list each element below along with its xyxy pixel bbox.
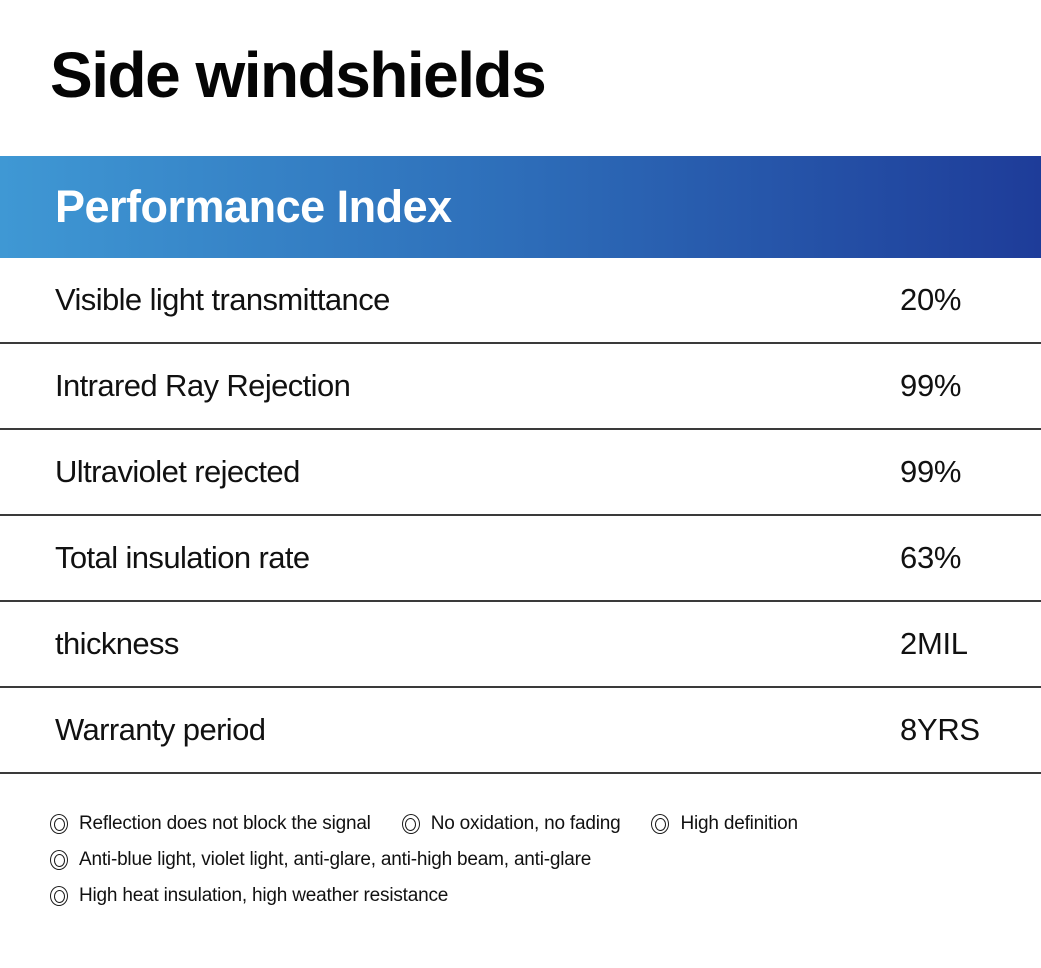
table-row: Ultraviolet rejected 99% [0, 430, 1041, 517]
spec-value: 2MIL [900, 626, 968, 662]
table-row: Intrared Ray Rejection 99% [0, 344, 1041, 431]
feature-line: Anti-blue light, violet light, anti-glar… [50, 842, 1041, 878]
feature-text: High definition [680, 813, 798, 835]
feature-item: No oxidation, no fading [401, 813, 621, 835]
spec-label: Ultraviolet rejected [55, 454, 300, 490]
bullseye-icon [50, 814, 68, 835]
performance-index-banner: Performance Index [0, 156, 1041, 259]
bullseye-icon [50, 886, 68, 907]
spec-value: 99% [900, 368, 962, 404]
feature-text: Reflection does not block the signal [79, 813, 371, 835]
feature-item: Reflection does not block the signal [50, 813, 371, 835]
spec-label: Warranty period [55, 712, 266, 748]
table-row: Visible light transmittance 20% [0, 258, 1041, 345]
feature-notes: Reflection does not block the signal No … [0, 806, 1041, 914]
bullseye-icon [401, 814, 420, 835]
spec-label: thickness [55, 626, 179, 662]
bullseye-icon [50, 850, 68, 871]
feature-line: High heat insulation, high weather resis… [50, 878, 1041, 914]
feature-line: Reflection does not block the signal No … [50, 806, 1041, 842]
feature-text: High heat insulation, high weather resis… [79, 885, 449, 907]
spec-label: Visible light transmittance [55, 282, 390, 318]
table-row: Warranty period 8YRS [0, 688, 1041, 775]
banner-title: Performance Index [55, 181, 452, 233]
feature-item: Anti-blue light, violet light, anti-glar… [50, 849, 591, 871]
spec-label: Intrared Ray Rejection [55, 368, 351, 404]
bullseye-icon [651, 814, 670, 835]
table-row: Total insulation rate 63% [0, 516, 1041, 603]
page-title: Side windshields [50, 39, 547, 111]
table-row: thickness 2MIL [0, 602, 1041, 689]
spec-value: 8YRS [900, 712, 980, 748]
spec-value: 20% [900, 282, 962, 318]
spec-table: Visible light transmittance 20% Intrared… [0, 258, 1041, 775]
feature-text: Anti-blue light, violet light, anti-glar… [79, 849, 592, 871]
feature-item: High heat insulation, high weather resis… [50, 885, 448, 907]
spec-value: 63% [900, 540, 962, 576]
feature-text: No oxidation, no fading [430, 813, 621, 835]
spec-label: Total insulation rate [55, 540, 310, 576]
spec-value: 99% [900, 454, 962, 490]
feature-item: High definition [651, 813, 798, 835]
